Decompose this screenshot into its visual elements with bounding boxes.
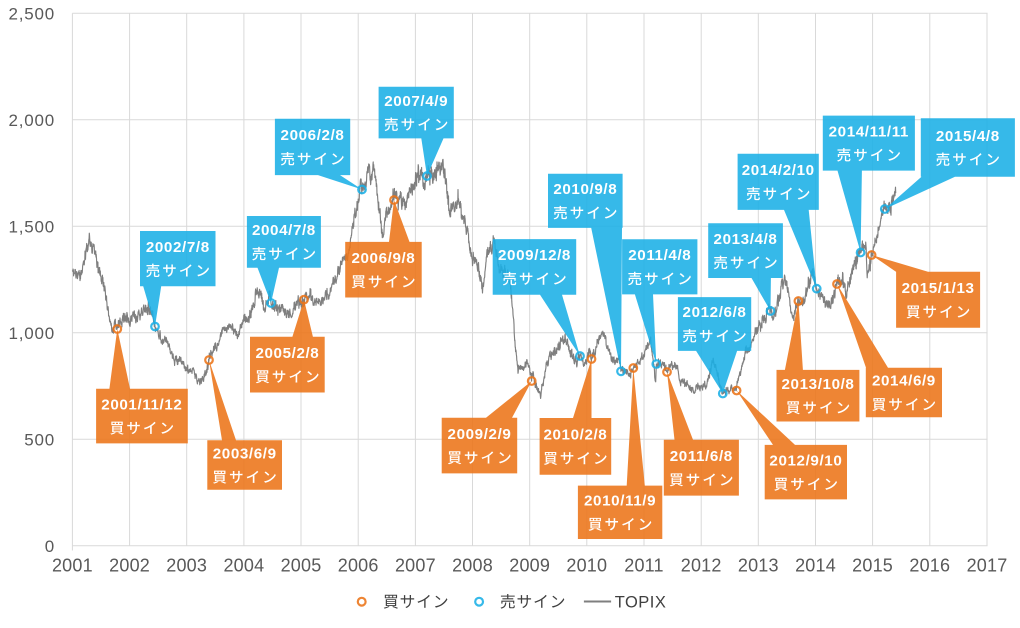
svg-text:2013/10/8: 2013/10/8: [782, 376, 855, 393]
svg-text:2014/11/11: 2014/11/11: [829, 123, 909, 140]
svg-text:2003: 2003: [166, 555, 207, 575]
svg-text:2,500: 2,500: [8, 4, 55, 23]
svg-text:2001: 2001: [52, 555, 93, 575]
svg-text:2011/4/8: 2011/4/8: [628, 247, 691, 264]
svg-text:2002/7/8: 2002/7/8: [146, 239, 210, 256]
svg-text:2012/6/8: 2012/6/8: [683, 304, 747, 321]
svg-text:0: 0: [45, 537, 55, 556]
svg-text:2014/2/10: 2014/2/10: [742, 162, 815, 179]
svg-text:2002: 2002: [109, 555, 150, 575]
svg-text:2009: 2009: [509, 555, 550, 575]
svg-text:2015/1/13: 2015/1/13: [902, 280, 975, 297]
svg-text:2014/6/9: 2014/6/9: [872, 373, 936, 390]
svg-text:2003/6/9: 2003/6/9: [213, 445, 277, 462]
svg-text:2006/2/8: 2006/2/8: [281, 127, 345, 144]
svg-text:2010/9/8: 2010/9/8: [553, 181, 617, 198]
svg-text:2006/9/8: 2006/9/8: [351, 250, 415, 267]
svg-text:2009/2/9: 2009/2/9: [448, 426, 512, 443]
svg-text:2007/4/9: 2007/4/9: [384, 93, 448, 110]
svg-text:2010: 2010: [566, 555, 607, 575]
svg-text:2005/2/8: 2005/2/8: [255, 345, 319, 362]
svg-text:2015/4/8: 2015/4/8: [936, 128, 1000, 145]
svg-text:2012: 2012: [681, 555, 722, 575]
svg-text:2001/11/12: 2001/11/12: [101, 396, 182, 413]
svg-text:2011/6/8: 2011/6/8: [670, 448, 733, 465]
svg-text:2013: 2013: [738, 555, 779, 575]
svg-text:2010/11/9: 2010/11/9: [584, 493, 656, 510]
svg-text:2009/12/8: 2009/12/8: [498, 247, 571, 264]
svg-text:2004: 2004: [223, 555, 264, 575]
svg-text:2014: 2014: [795, 555, 836, 575]
svg-text:1,500: 1,500: [8, 217, 55, 236]
svg-text:2,000: 2,000: [8, 111, 55, 130]
svg-text:2013/4/8: 2013/4/8: [714, 231, 778, 248]
svg-text:2006: 2006: [338, 555, 379, 575]
svg-text:2011: 2011: [624, 555, 664, 575]
svg-text:2004/7/8: 2004/7/8: [252, 222, 316, 239]
svg-text:500: 500: [24, 430, 55, 449]
svg-text:TOPIX: TOPIX: [615, 593, 667, 611]
svg-text:2017: 2017: [967, 555, 1008, 575]
svg-text:2007: 2007: [395, 555, 436, 575]
svg-text:2012/9/10: 2012/9/10: [769, 452, 842, 469]
svg-text:2005: 2005: [281, 555, 322, 575]
svg-text:2016: 2016: [909, 555, 950, 575]
svg-text:2015: 2015: [852, 555, 893, 575]
svg-text:1,000: 1,000: [8, 324, 55, 343]
svg-text:2008: 2008: [452, 555, 493, 575]
svg-text:2010/2/8: 2010/2/8: [543, 427, 607, 444]
